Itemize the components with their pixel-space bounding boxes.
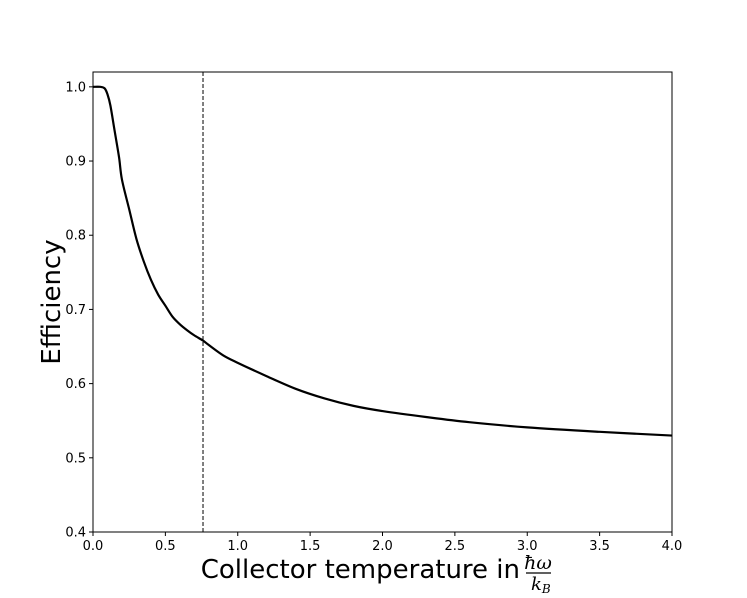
y-tick-label: 0.5 xyxy=(65,451,86,466)
x-tick-label: 2.5 xyxy=(445,539,466,554)
x-tick-label: 2.0 xyxy=(372,539,393,554)
x-axis-label-numerator: ħω xyxy=(524,552,552,574)
x-tick-label: 3.5 xyxy=(589,539,610,554)
x-axis-label-text: Collector temperature in xyxy=(201,555,520,585)
x-tick-label: 3.0 xyxy=(517,539,538,554)
x-tick-label: 4.0 xyxy=(662,539,683,554)
x-axis: 0.0 0.5 1.0 1.5 2.0 2.5 3.0 3.5 4.0 xyxy=(83,532,683,554)
x-axis-label: Collector temperature in ħω kB xyxy=(201,552,552,596)
y-axis-label: Efficiency xyxy=(37,239,67,364)
y-tick-label: 1.0 xyxy=(65,80,86,95)
x-axis-label-denominator-subscript: B xyxy=(541,582,551,596)
y-tick-label: 0.8 xyxy=(65,229,86,244)
x-axis-label-denominator: kB xyxy=(531,574,551,596)
y-tick-label: 0.6 xyxy=(65,377,86,392)
x-axis-label-denominator-k: k xyxy=(531,574,542,595)
x-tick-label: 0.0 xyxy=(83,539,104,554)
x-tick-label: 1.0 xyxy=(227,539,248,554)
x-tick-label: 1.5 xyxy=(300,539,321,554)
y-axis: 0.4 0.5 0.6 0.7 0.8 0.9 1.0 xyxy=(65,80,93,541)
series-line-0 xyxy=(92,85,673,437)
y-tick-label: 0.9 xyxy=(65,155,86,170)
x-tick-label: 0.5 xyxy=(155,539,176,554)
plot-area xyxy=(92,72,673,532)
y-tick-label: 0.7 xyxy=(65,303,86,318)
y-tick-label: 0.4 xyxy=(65,526,86,541)
